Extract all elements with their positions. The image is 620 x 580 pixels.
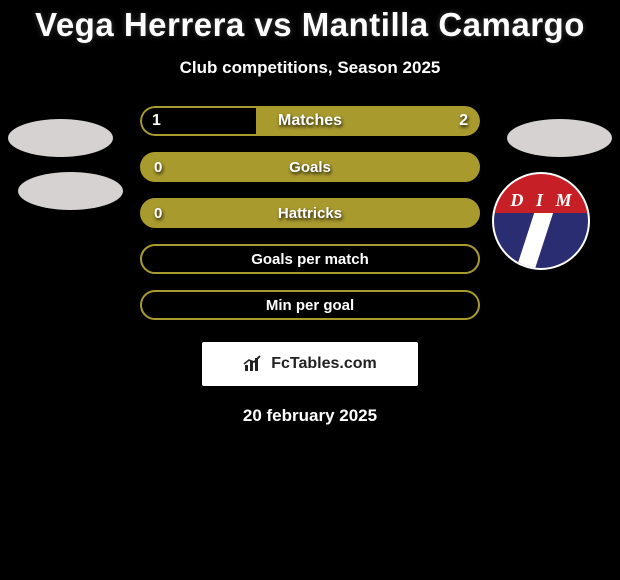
branding-text: FcTables.com xyxy=(271,355,377,373)
stat-label: Hattricks xyxy=(142,200,478,226)
date-text: 20 february 2025 xyxy=(0,406,620,426)
stat-label: Min per goal xyxy=(142,292,478,318)
stat-row: Goals per match xyxy=(140,244,480,274)
stat-row: Hattricks0 xyxy=(140,198,480,228)
stat-row: Goals0 xyxy=(140,152,480,182)
stat-row: Min per goal xyxy=(140,290,480,320)
stat-left-value: 0 xyxy=(154,154,162,180)
stat-row: Matches12 xyxy=(140,106,480,136)
stat-label: Goals per match xyxy=(142,246,478,272)
page-subtitle: Club competitions, Season 2025 xyxy=(0,58,620,78)
page-title: Vega Herrera vs Mantilla Camargo xyxy=(0,0,620,44)
stat-left-value: 0 xyxy=(154,200,162,226)
branding-box: FcTables.com xyxy=(202,342,418,386)
stat-split-right xyxy=(256,106,480,136)
stat-left-value: 1 xyxy=(152,106,161,136)
stat-right-value: 2 xyxy=(459,106,468,136)
bar-chart-icon xyxy=(243,355,265,373)
stats-container: Matches12Goals0Hattricks0Goals per match… xyxy=(0,106,620,320)
stat-label: Goals xyxy=(142,154,478,180)
